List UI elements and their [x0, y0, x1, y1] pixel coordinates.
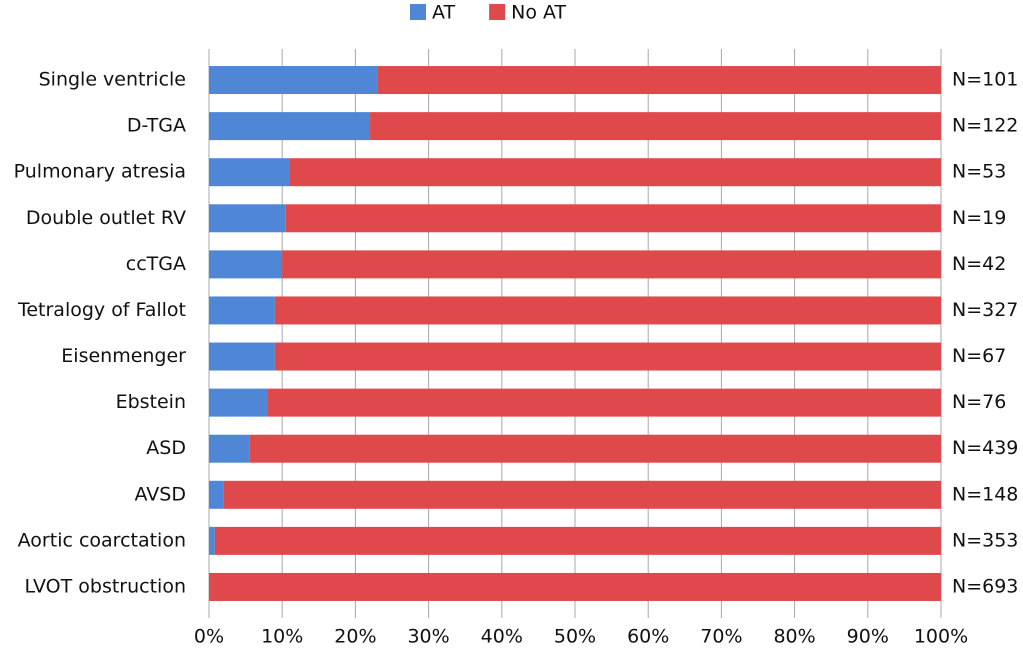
x-tick-label: 20%: [334, 626, 376, 648]
y-tick-label: Eisenmenger: [61, 345, 186, 367]
bar-segment: [209, 66, 378, 95]
bar-segment: [209, 296, 275, 325]
bar-segment: [274, 296, 941, 325]
y-tick-label: Pulmonary atresia: [14, 161, 186, 183]
x-tick-label: 60%: [627, 626, 669, 648]
bar-segment: [285, 204, 941, 233]
y-tick-label: Aortic coarctation: [18, 529, 186, 551]
annotation: N=327: [952, 299, 1018, 321]
y-tick-label: Tetralogy of Fallot: [17, 299, 186, 321]
legend-label: AT: [432, 2, 456, 24]
y-tick-label: Single ventricle: [39, 69, 186, 91]
y-tick-label: ASD: [146, 437, 186, 459]
annotation: N=148: [952, 483, 1018, 505]
bar-segment: [282, 250, 941, 279]
y-tick-label: D-TGA: [127, 115, 186, 137]
annotation: N=353: [952, 529, 1018, 551]
annotation: N=122: [952, 115, 1018, 137]
x-tick-label: 30%: [407, 626, 449, 648]
bar-segment: [223, 480, 941, 509]
annotation: N=693: [952, 575, 1018, 597]
annotation: N=42: [952, 253, 1006, 275]
bar-segment: [209, 526, 215, 555]
annotation: N=101: [952, 69, 1018, 91]
x-tick-label: 90%: [847, 626, 889, 648]
legend-label: No AT: [511, 2, 566, 24]
bar-segment: [209, 480, 224, 509]
x-tick-label: 80%: [773, 626, 815, 648]
bar-segment: [370, 112, 941, 141]
bar-segment: [209, 434, 250, 463]
bar-segment: [209, 250, 283, 279]
x-tick-label: 40%: [481, 626, 523, 648]
bar-segment: [209, 112, 371, 141]
x-tick-label: 0%: [194, 626, 224, 648]
bar-segment: [214, 526, 941, 555]
bar-segment: [377, 66, 941, 95]
bar-segment: [209, 342, 275, 371]
y-tick-label: Ebstein: [116, 391, 186, 413]
y-tick-label: Double outlet RV: [26, 207, 186, 229]
annotation: N=67: [952, 345, 1006, 367]
x-tick-label: 100%: [914, 626, 968, 648]
legend-swatch: [489, 4, 506, 20]
bar-segment: [209, 204, 286, 233]
annotation: N=19: [952, 207, 1006, 229]
x-tick-label: 70%: [700, 626, 742, 648]
bar-segment: [209, 158, 290, 187]
x-tick-label: 50%: [554, 626, 596, 648]
bar-segment: [209, 388, 268, 417]
bar-segment: [267, 388, 941, 417]
annotation: N=439: [952, 437, 1018, 459]
bar-segment: [249, 434, 941, 463]
legend-swatch: [410, 4, 426, 20]
y-tick-label: AVSD: [135, 483, 186, 505]
bar-segment: [209, 572, 941, 601]
bar-segment: [289, 158, 941, 187]
y-tick-label: LVOT obstruction: [25, 575, 187, 597]
annotation: N=76: [952, 391, 1006, 413]
y-tick-label: ccTGA: [126, 253, 186, 275]
annotation: N=53: [952, 161, 1006, 183]
bar-segment: [274, 342, 941, 371]
x-tick-label: 10%: [261, 626, 303, 648]
